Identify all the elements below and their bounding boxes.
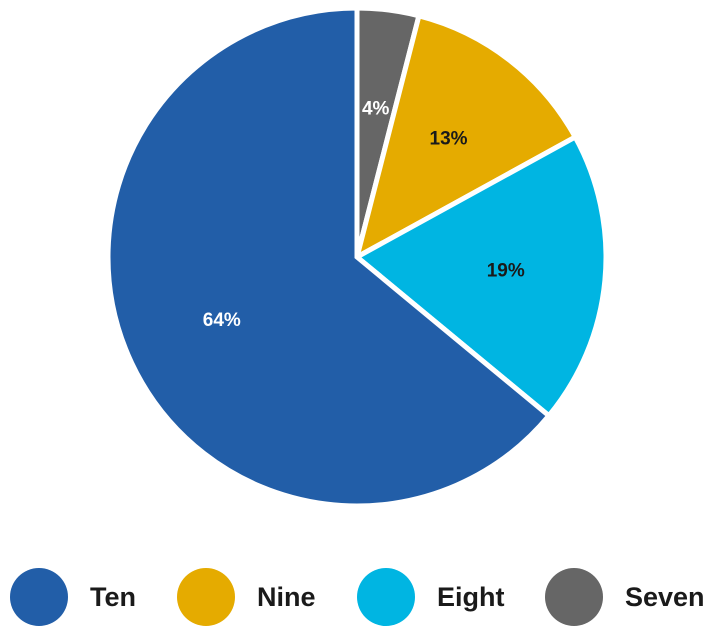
legend-swatch-eight	[357, 568, 415, 626]
legend-item-nine: Nine	[177, 567, 316, 627]
pie-label-ten: 64%	[203, 310, 241, 331]
pie-slice-nine	[353, 12, 579, 262]
pie-label-eight: 19%	[487, 261, 525, 282]
pie-label-nine: 13%	[430, 128, 468, 149]
legend-item-eight: Eight	[357, 567, 505, 627]
legend-item-seven: Seven	[545, 567, 705, 627]
pie-label-seven: 4%	[362, 98, 390, 119]
pie-slice-ten	[105, 5, 553, 509]
pie-chart: 4% 13% 19% 64%	[105, 5, 609, 509]
legend: Ten Nine Eight Seven	[0, 567, 712, 627]
legend-label-seven: Seven	[625, 581, 705, 612]
legend-label-eight: Eight	[437, 581, 505, 612]
legend-label-nine: Nine	[257, 581, 316, 612]
legend-swatch-nine	[177, 568, 235, 626]
pie-slice-labels: 4% 13% 19% 64%	[203, 98, 525, 331]
legend-swatch-ten	[10, 568, 68, 626]
pie-slice-eight	[352, 133, 609, 420]
pie-slices	[105, 5, 609, 509]
legend-swatch-seven	[545, 568, 603, 626]
legend-item-ten: Ten	[10, 567, 136, 627]
legend-label-ten: Ten	[90, 581, 136, 612]
